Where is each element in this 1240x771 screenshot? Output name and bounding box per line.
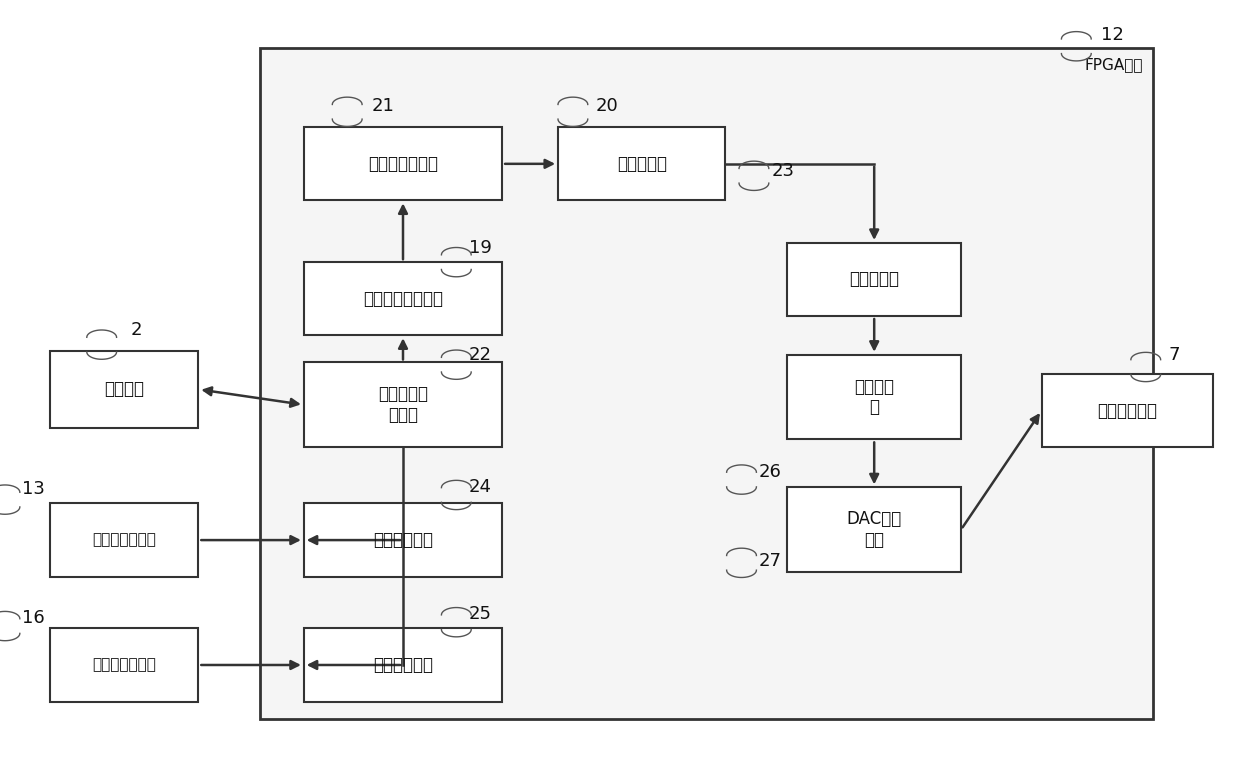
Text: 数模转换单元: 数模转换单元 <box>1097 402 1157 419</box>
Bar <box>50 351 198 428</box>
Bar <box>787 355 961 439</box>
Bar <box>787 487 961 572</box>
Bar <box>50 503 198 577</box>
Text: 相位累加器: 相位累加器 <box>616 155 667 173</box>
Bar <box>260 48 1153 719</box>
Text: 模数转换单元一: 模数转换单元一 <box>92 533 156 547</box>
Bar <box>787 243 961 316</box>
Text: 地址转换器: 地址转换器 <box>849 271 899 288</box>
Text: 25: 25 <box>469 604 492 623</box>
Text: 27: 27 <box>759 552 782 571</box>
Bar <box>304 628 502 702</box>
Text: 正弦数据
表: 正弦数据 表 <box>854 378 894 416</box>
Text: 16: 16 <box>22 609 45 628</box>
Bar <box>304 262 502 335</box>
Text: 电流采集模块: 电流采集模块 <box>373 531 433 549</box>
Text: 22: 22 <box>469 345 492 364</box>
Bar <box>304 127 502 200</box>
Text: 恒定振幅控
制模块: 恒定振幅控 制模块 <box>378 386 428 424</box>
Text: 19: 19 <box>469 239 491 258</box>
Text: 主处理器: 主处理器 <box>104 380 144 399</box>
Text: DAC数据
模块: DAC数据 模块 <box>847 510 901 549</box>
Text: 20: 20 <box>595 97 618 116</box>
Text: 频率控制字模块: 频率控制字模块 <box>368 155 438 173</box>
Bar <box>304 503 502 577</box>
Text: 电压采集模块: 电压采集模块 <box>373 656 433 674</box>
Text: 24: 24 <box>469 478 492 497</box>
Bar <box>50 628 198 702</box>
Bar <box>558 127 725 200</box>
Text: 谐振频率控制模块: 谐振频率控制模块 <box>363 290 443 308</box>
Text: FPGA单元: FPGA单元 <box>1085 57 1143 72</box>
Bar <box>1042 374 1213 447</box>
Text: 2: 2 <box>130 321 141 339</box>
Text: 21: 21 <box>372 97 394 116</box>
Text: 13: 13 <box>22 480 45 498</box>
Text: 12: 12 <box>1101 25 1123 44</box>
Bar <box>304 362 502 447</box>
Text: 23: 23 <box>771 162 795 180</box>
Text: 26: 26 <box>759 463 781 481</box>
Text: 7: 7 <box>1168 345 1179 364</box>
Text: 模数转换单元二: 模数转换单元二 <box>92 658 156 672</box>
